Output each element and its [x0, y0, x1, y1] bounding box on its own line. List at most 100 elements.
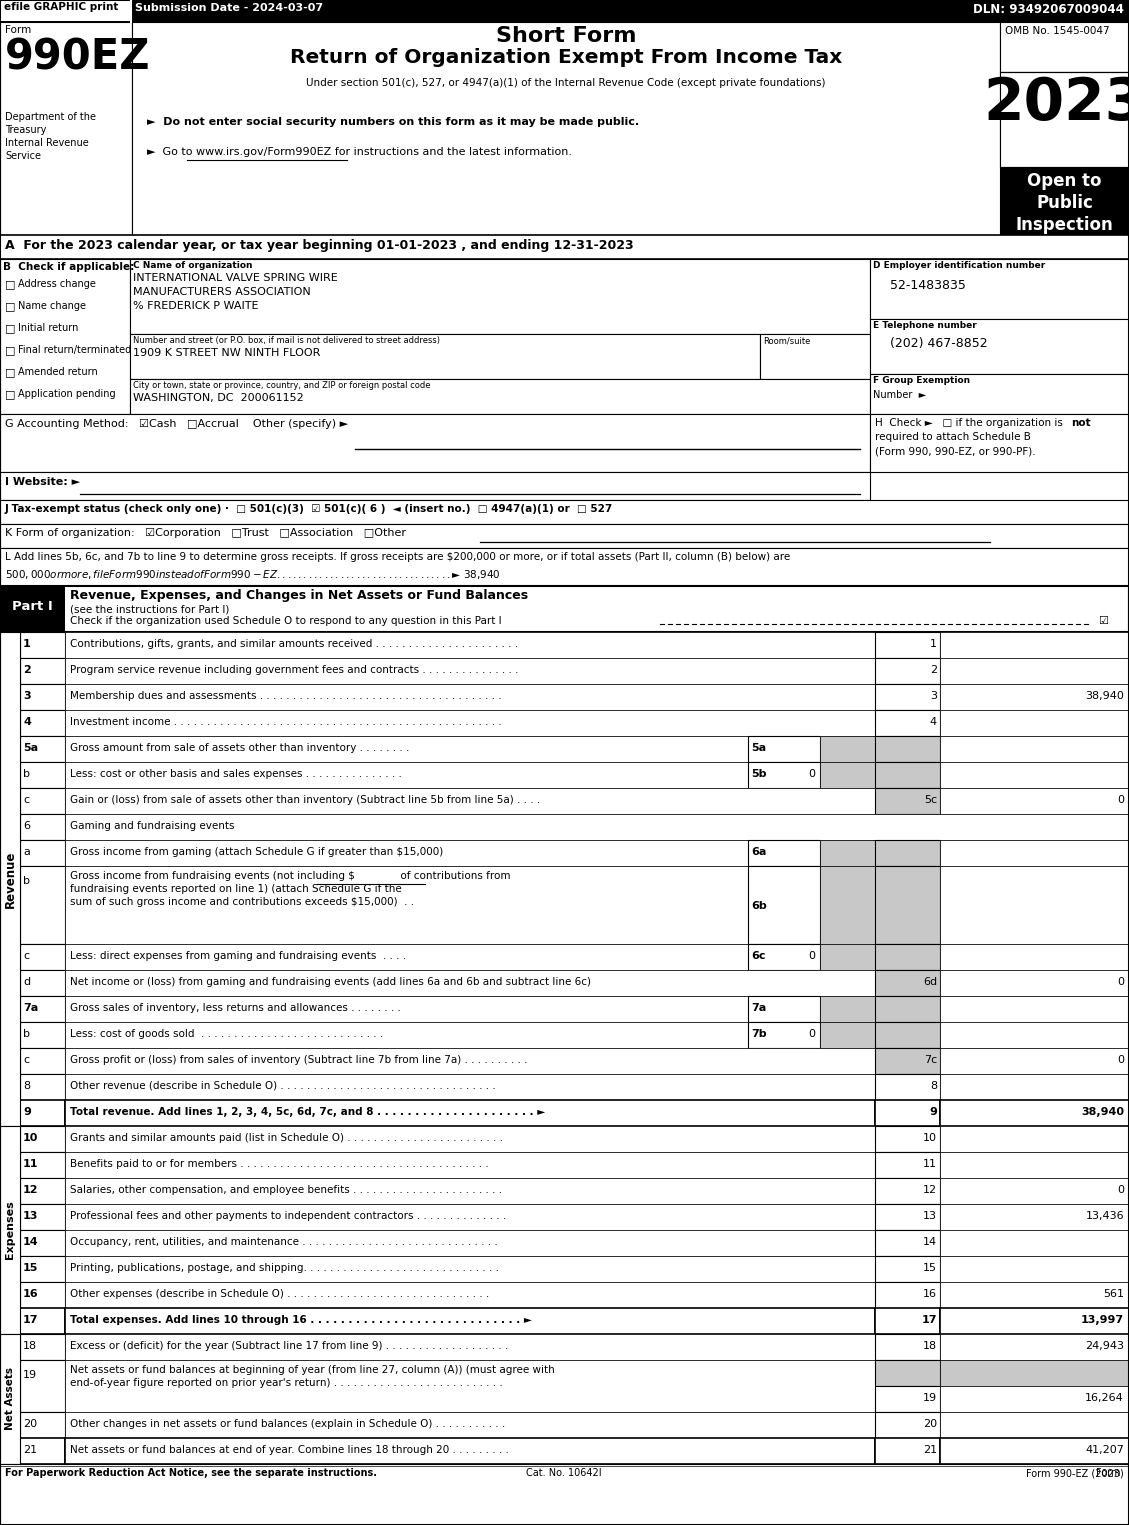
Bar: [20, 1257, 65, 1283]
Bar: [940, 1177, 1129, 1205]
Text: 0: 0: [1117, 978, 1124, 987]
Text: 13,436: 13,436: [1085, 1211, 1124, 1222]
Text: Inspection: Inspection: [1016, 217, 1113, 233]
Text: 13: 13: [924, 1211, 937, 1222]
Bar: [65, 1100, 875, 1125]
Text: 7b: 7b: [751, 1029, 767, 1039]
Text: c: c: [23, 1055, 29, 1064]
Text: □: □: [5, 300, 16, 311]
Bar: [65, 840, 749, 866]
Bar: [65, 944, 749, 970]
Bar: [875, 1386, 940, 1412]
Text: ►  Do not enter social security numbers on this form as it may be made public.: ► Do not enter social security numbers o…: [147, 117, 639, 127]
Bar: [820, 866, 875, 944]
Text: Form: Form: [1096, 1469, 1124, 1478]
Bar: [20, 737, 65, 762]
Text: Contributions, gifts, grants, and similar amounts received . . . . . . . . . . .: Contributions, gifts, grants, and simila…: [70, 639, 518, 650]
Bar: [20, 788, 65, 814]
Text: I Website: ►: I Website: ►: [5, 477, 80, 486]
Text: sum of such gross income and contributions exceeds $15,000)  . .: sum of such gross income and contributio…: [70, 897, 414, 907]
Text: not: not: [1071, 418, 1091, 429]
Text: 0: 0: [1117, 795, 1124, 805]
Bar: [875, 1074, 940, 1100]
Bar: [940, 711, 1129, 737]
Bar: [940, 1360, 1129, 1386]
Text: (Form 990, 990-EZ, or 990-PF).: (Form 990, 990-EZ, or 990-PF).: [875, 445, 1035, 456]
Bar: [130, 259, 870, 334]
Text: Public: Public: [1036, 194, 1093, 212]
Bar: [65, 657, 875, 685]
Text: 6: 6: [23, 820, 30, 831]
Text: required to attach Schedule B: required to attach Schedule B: [875, 432, 1031, 442]
Bar: [940, 1074, 1129, 1100]
Text: Printing, publications, postage, and shipping. . . . . . . . . . . . . . . . . .: Printing, publications, postage, and shi…: [70, 1263, 499, 1273]
Text: 990EZ: 990EZ: [5, 37, 150, 79]
Bar: [940, 631, 1129, 657]
Text: DLN: 93492067009044: DLN: 93492067009044: [973, 3, 1124, 15]
Bar: [20, 657, 65, 685]
Bar: [875, 631, 940, 657]
Bar: [875, 711, 940, 737]
Text: □: □: [5, 323, 16, 332]
Text: 14: 14: [922, 1237, 937, 1247]
Text: 13,997: 13,997: [1080, 1315, 1124, 1325]
Text: 6a: 6a: [751, 846, 767, 857]
Bar: [20, 1360, 65, 1412]
Text: 19: 19: [922, 1392, 937, 1403]
Bar: [20, 840, 65, 866]
Bar: [0, 1334, 20, 1464]
Bar: [65, 1438, 875, 1464]
Bar: [820, 762, 875, 788]
Text: Under section 501(c), 527, or 4947(a)(1) of the Internal Revenue Code (except pr: Under section 501(c), 527, or 4947(a)(1)…: [306, 78, 825, 88]
Text: ►  Go to www.irs.gov/Form990EZ for instructions and the latest information.: ► Go to www.irs.gov/Form990EZ for instru…: [147, 146, 572, 157]
Bar: [875, 1022, 940, 1048]
Bar: [749, 840, 820, 866]
Bar: [1, 2, 131, 21]
Text: Gaming and fundraising events: Gaming and fundraising events: [70, 820, 235, 831]
Text: Form 990-EZ (2023): Form 990-EZ (2023): [1026, 1469, 1124, 1478]
Text: a: a: [23, 846, 29, 857]
Text: end-of-year figure reported on prior year's return) . . . . . . . . . . . . . . : end-of-year figure reported on prior yea…: [70, 1379, 502, 1388]
Text: 4: 4: [930, 717, 937, 727]
Text: 2023: 2023: [983, 75, 1129, 133]
Bar: [65, 1283, 875, 1308]
Bar: [65, 1231, 875, 1257]
Text: INTERNATIONAL VALVE SPRING WIRE: INTERNATIONAL VALVE SPRING WIRE: [133, 273, 338, 284]
Text: Open to: Open to: [1027, 172, 1102, 191]
Text: Gross amount from sale of assets other than inventory . . . . . . . .: Gross amount from sale of assets other t…: [70, 743, 410, 753]
Bar: [940, 737, 1129, 762]
Text: K Form of organization:   ☑Corporation   □Trust   □Association   □Other: K Form of organization: ☑Corporation □Tr…: [5, 528, 406, 538]
Text: 0: 0: [808, 769, 815, 779]
Bar: [875, 1048, 940, 1074]
Bar: [65, 737, 749, 762]
Text: 17: 17: [23, 1315, 38, 1325]
Text: 4: 4: [23, 717, 30, 727]
Text: Total expenses. Add lines 10 through 16 . . . . . . . . . . . . . . . . . . . . : Total expenses. Add lines 10 through 16 …: [70, 1315, 532, 1325]
Text: 561: 561: [1103, 1289, 1124, 1299]
Bar: [130, 380, 870, 413]
Bar: [875, 970, 940, 996]
Text: H  Check ►   □ if the organization is: H Check ► □ if the organization is: [875, 418, 1066, 429]
Text: b: b: [23, 769, 30, 779]
Text: d: d: [23, 978, 30, 987]
Bar: [130, 334, 760, 380]
Text: 5a: 5a: [751, 743, 767, 753]
Bar: [0, 413, 870, 473]
Text: 5c: 5c: [924, 795, 937, 805]
Bar: [749, 1022, 820, 1048]
Text: 0: 0: [1117, 1055, 1124, 1064]
Bar: [940, 840, 1129, 866]
Bar: [875, 762, 940, 788]
Text: Part I: Part I: [11, 599, 52, 613]
Bar: [65, 762, 749, 788]
Text: 15: 15: [924, 1263, 937, 1273]
Text: Gain or (loss) from sale of assets other than inventory (Subtract line 5b from l: Gain or (loss) from sale of assets other…: [70, 795, 541, 805]
Bar: [940, 1257, 1129, 1283]
Text: Benefits paid to or for members . . . . . . . . . . . . . . . . . . . . . . . . : Benefits paid to or for members . . . . …: [70, 1159, 489, 1170]
Text: fundraising events reported on line 1) (attach Schedule G if the: fundraising events reported on line 1) (…: [70, 884, 402, 894]
Text: MANUFACTURERS ASSOCIATION: MANUFACTURERS ASSOCIATION: [133, 287, 310, 297]
Text: Professional fees and other payments to independent contractors . . . . . . . . : Professional fees and other payments to …: [70, 1211, 506, 1222]
Text: Final return/terminated: Final return/terminated: [18, 345, 131, 355]
Bar: [940, 1022, 1129, 1048]
Bar: [940, 1125, 1129, 1151]
